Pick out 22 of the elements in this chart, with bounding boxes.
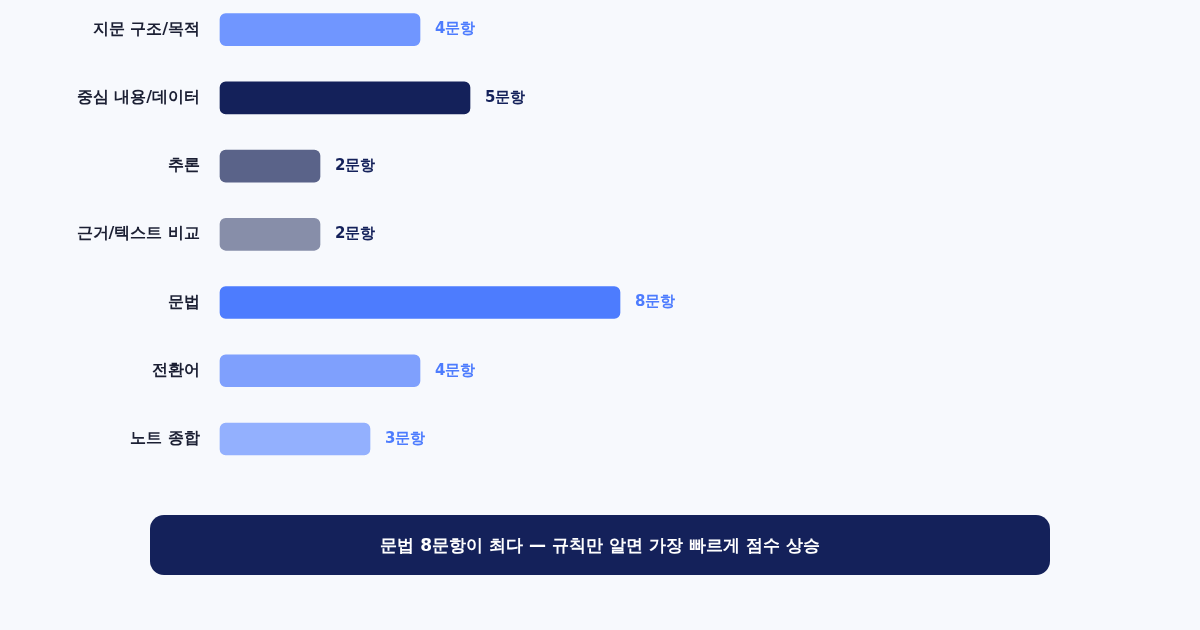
bar — [219, 217, 321, 251]
data-label: 8문항 — [635, 292, 676, 311]
bar — [219, 81, 471, 115]
text: 문법 8문항이 최다 — 규칙만 알면 가장 빠르게 점수 상승 — [380, 533, 820, 557]
y-tick-label: 근거/텍스트 비교 — [76, 223, 200, 243]
data-label: 3문항 — [385, 428, 426, 447]
y-tick-label: 노트 종합 — [130, 428, 200, 448]
bar — [219, 149, 321, 183]
data-label: 4문항 — [435, 19, 476, 38]
data-label: 4문항 — [435, 360, 476, 379]
y-tick-label: 중심 내용/데이터 — [76, 86, 200, 106]
y-tick-label: 문법 — [168, 291, 200, 311]
bar — [219, 422, 371, 456]
bar — [219, 13, 421, 46]
bar — [219, 286, 621, 319]
data-label: 5문항 — [485, 87, 526, 106]
y-tick-label: 추론 — [168, 155, 200, 175]
y-tick-label: 전환어 — [152, 359, 200, 379]
data-label: 2문항 — [335, 224, 376, 243]
y-tick-label: 지문 구조/목적 — [92, 18, 200, 38]
bar — [219, 354, 421, 388]
data-label: 2문항 — [335, 155, 376, 174]
